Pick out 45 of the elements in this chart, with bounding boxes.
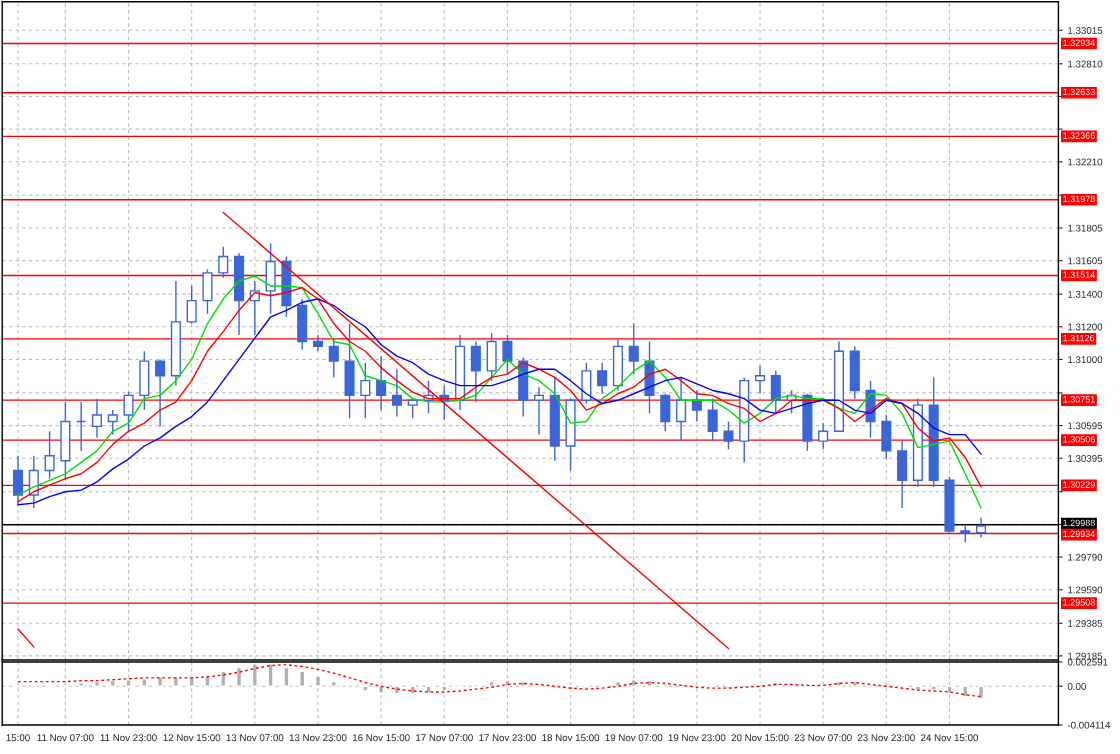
- ref-line-label: 1.29508: [1063, 599, 1095, 606]
- y-tick-label: 1.32810: [1068, 60, 1103, 68]
- x-tick-label: 11 Nov 23:00: [100, 734, 157, 742]
- ref-line-label: 1.31514: [1063, 271, 1095, 278]
- x-tick-label: 18 Nov 15:00: [542, 734, 600, 742]
- x-tick-label: 15:00: [6, 734, 30, 742]
- y-tick-label: 1.32210: [1068, 158, 1103, 166]
- y-tick-label: 1.33015: [1068, 27, 1103, 34]
- ref-line-label: 1.32366: [1063, 132, 1095, 139]
- y-tick-label: 1.31000: [1068, 356, 1103, 364]
- x-tick-label: 19 Nov 07:00: [605, 734, 663, 742]
- y-tick-label: -0.004114: [1067, 721, 1111, 729]
- x-tick-label: 23 Nov 23:00: [857, 734, 915, 742]
- ref-line-label: 1.30751: [1063, 396, 1095, 403]
- x-tick-label: 12 Nov 15:00: [163, 734, 221, 742]
- ref-line-label: 1.29934: [1063, 530, 1095, 538]
- x-tick-label: 11 Nov 07:00: [37, 734, 94, 742]
- y-tick-label: 1.29185: [1068, 652, 1103, 660]
- x-tick-label: 23 Nov 07:00: [794, 734, 852, 742]
- ref-line-label: 1.31978: [1063, 195, 1095, 203]
- y-tick-label: 1.31200: [1068, 323, 1103, 331]
- ref-line-label: 1.29988: [1063, 519, 1095, 527]
- y-tick-label: 1.31805: [1068, 224, 1103, 232]
- y-tick-label: 1.30595: [1068, 422, 1103, 430]
- y-tick-label: 0.002591: [1067, 658, 1108, 666]
- x-tick-label: 16 Nov 15:00: [352, 734, 410, 742]
- x-tick-label: 24 Nov 15:00: [921, 734, 979, 742]
- x-tick-label: 17 Nov 23:00: [479, 734, 536, 742]
- y-tick-label: 1.29385: [1068, 619, 1103, 627]
- y-tick-label: 1.29590: [1068, 586, 1103, 594]
- ref-line-label: 1.30229: [1063, 481, 1095, 488]
- ref-line-label: 1.32934: [1063, 39, 1095, 46]
- ref-line-label: 1.32633: [1063, 88, 1095, 96]
- y-tick-label: 0.00: [1067, 683, 1086, 690]
- y-tick-label: 1.30395: [1068, 454, 1103, 462]
- x-tick-label: 13 Nov 07:00: [226, 734, 284, 742]
- x-tick-label: 17 Nov 07:00: [416, 734, 473, 742]
- y-tick-label: 1.31400: [1068, 290, 1103, 298]
- ref-line-label: 1.30506: [1063, 436, 1095, 443]
- y-tick-label: 1.29790: [1068, 553, 1103, 561]
- y-tick-label: 1.31605: [1068, 257, 1103, 265]
- ref-line-label: 1.31126: [1063, 334, 1095, 342]
- x-tick-label: 13 Nov 23:00: [289, 734, 347, 742]
- x-tick-label: 20 Nov 15:00: [731, 734, 789, 742]
- x-tick-label: 19 Nov 23:00: [668, 734, 726, 742]
